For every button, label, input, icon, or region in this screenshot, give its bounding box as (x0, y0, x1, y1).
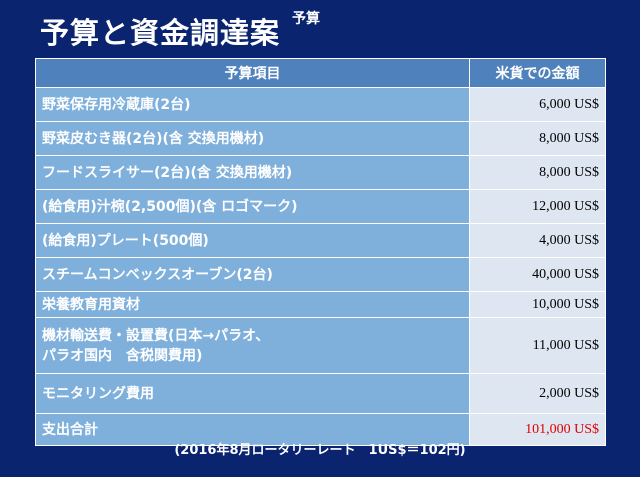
title-superscript: 予算 (292, 11, 320, 27)
row-amount: 6,000 US$ (469, 87, 606, 122)
column-header-amount: 米貨での金額 (469, 58, 606, 88)
row-item: (給食用)汁椀(2,500個)(含 ロゴマーク) (35, 189, 470, 224)
row-amount: 8,000 US$ (469, 155, 606, 190)
table-row: 野菜保存用冷蔵庫(2台) 6,000 US$ (35, 87, 606, 122)
row-amount: 12,000 US$ (469, 189, 606, 224)
table-row: (給食用)プレート(500個) 4,000 US$ (35, 223, 606, 258)
table-row: 機材輸送費・設置費(日本→パラオ、 パラオ国内 含税関費用) 11,000 US… (35, 317, 606, 374)
row-item: フードスライサー(2台)(含 交換用機材) (35, 155, 470, 190)
table-row: フードスライサー(2台)(含 交換用機材) 8,000 US$ (35, 155, 606, 190)
budget-table: 予算項目 米貨での金額 野菜保存用冷蔵庫(2台) 6,000 US$ 野菜皮むき… (35, 58, 606, 446)
row-amount: 8,000 US$ (469, 121, 606, 156)
row-item: スチームコンベックスオーブン(2台) (35, 257, 470, 292)
table-row: 栄養教育用資材 10,000 US$ (35, 291, 606, 318)
total-amount: 101,000 US$ (469, 413, 606, 446)
row-item: 栄養教育用資材 (35, 291, 470, 318)
table-row: (給食用)汁椀(2,500個)(含 ロゴマーク) 12,000 US$ (35, 189, 606, 224)
row-item: 野菜皮むき器(2台)(含 交換用機材) (35, 121, 470, 156)
row-amount: 2,000 US$ (469, 373, 606, 414)
row-amount: 4,000 US$ (469, 223, 606, 258)
table-row: モニタリング費用 2,000 US$ (35, 373, 606, 414)
table-header-row: 予算項目 米貨での金額 (35, 58, 606, 88)
table-row: スチームコンベックスオーブン(2台) 40,000 US$ (35, 257, 606, 292)
column-header-item: 予算項目 (35, 58, 470, 88)
exchange-rate-note: (2016年8月ロータリーレート 1US$＝102円) (174, 443, 466, 458)
total-label: 支出合計 (35, 413, 470, 446)
row-amount: 11,000 US$ (469, 317, 606, 374)
row-item: 機材輸送費・設置費(日本→パラオ、 パラオ国内 含税関費用) (35, 317, 470, 374)
row-amount: 40,000 US$ (469, 257, 606, 292)
page-title: 予算と資金調達案 (40, 16, 281, 50)
table-row: 野菜皮むき器(2台)(含 交換用機材) 8,000 US$ (35, 121, 606, 156)
row-amount: 10,000 US$ (469, 291, 606, 318)
row-item: モニタリング費用 (35, 373, 470, 414)
row-item: (給食用)プレート(500個) (35, 223, 470, 258)
row-item: 野菜保存用冷蔵庫(2台) (35, 87, 470, 122)
total-row: 支出合計 101,000 US$ (35, 413, 606, 446)
